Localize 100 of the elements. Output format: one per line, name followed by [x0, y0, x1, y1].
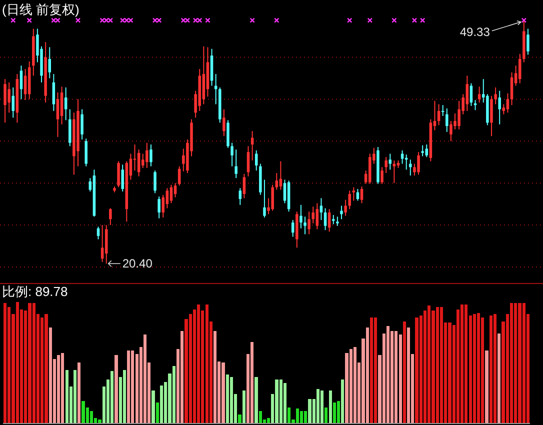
candlestick [388, 153, 392, 170]
bar [127, 350, 130, 423]
candlestick [360, 186, 364, 204]
bar [353, 346, 357, 423]
candlestick [12, 86, 15, 118]
candlestick [146, 142, 148, 168]
candlestick [234, 149, 238, 179]
candlestick [162, 194, 165, 218]
bar [226, 374, 229, 423]
bar [65, 370, 68, 423]
bar [518, 303, 522, 423]
bar [114, 355, 118, 423]
bar [283, 383, 287, 423]
bar [144, 334, 147, 423]
bar [250, 342, 254, 423]
bar [332, 402, 336, 423]
bar [398, 334, 402, 423]
candlestick [226, 120, 230, 148]
bar [460, 304, 464, 423]
candlestick [409, 159, 412, 176]
chart-title: 比例: 89.78 [2, 284, 68, 299]
bar [78, 362, 81, 423]
bar [448, 322, 452, 423]
candlestick [446, 108, 448, 132]
candlestick [316, 202, 319, 230]
bar [296, 408, 299, 423]
candlestick [458, 100, 460, 130]
candlestick [64, 86, 68, 121]
bar [238, 414, 242, 423]
bar [472, 314, 476, 423]
bar [324, 407, 328, 423]
bar [300, 410, 304, 423]
candlestick [4, 78, 6, 124]
bar [122, 370, 126, 423]
bar [131, 350, 134, 423]
bar [160, 385, 164, 423]
bar [436, 306, 439, 423]
bar [349, 349, 352, 423]
candlestick [450, 120, 452, 142]
candlestick [441, 104, 444, 116]
candlestick [166, 188, 169, 209]
bar [180, 331, 184, 423]
annotation: 20.40 [122, 256, 153, 271]
candlestick [498, 90, 501, 125]
bar [279, 379, 282, 423]
bar [4, 303, 7, 423]
candlestick [425, 144, 428, 158]
candlestick [304, 216, 306, 235]
candlestick [336, 216, 339, 226]
bar [275, 379, 278, 423]
bar [510, 303, 514, 423]
candlestick [117, 160, 120, 188]
candlestick [80, 108, 84, 140]
candlestick [466, 75, 469, 112]
candlestick [8, 82, 10, 114]
candlestick [158, 196, 160, 219]
candlestick [300, 204, 302, 229]
candlestick [24, 68, 27, 101]
bar [82, 401, 85, 423]
bar [48, 327, 52, 423]
candlestick [348, 190, 351, 210]
candlestick [312, 206, 314, 224]
bar [288, 407, 291, 423]
candlestick [417, 152, 420, 176]
candlestick [263, 179, 266, 218]
bar [61, 352, 64, 423]
bar [316, 389, 320, 423]
bar [74, 370, 77, 423]
candlestick [150, 144, 152, 167]
candlestick [254, 150, 258, 171]
bar [205, 304, 208, 423]
candlestick [308, 211, 310, 235]
bar [370, 318, 374, 423]
candlestick [20, 65, 23, 100]
candlestick [494, 86, 497, 105]
chart-title: (日线 前复权) [2, 2, 80, 17]
candlestick [174, 182, 177, 198]
annotation: 49.33 [460, 20, 522, 39]
candlestick [490, 95, 493, 137]
candlestick [48, 46, 51, 79]
bar [90, 410, 94, 423]
candlestick [84, 138, 88, 167]
bar [172, 366, 176, 423]
candlestick [154, 170, 156, 194]
bar [222, 362, 225, 423]
bar [197, 304, 200, 423]
bar [440, 306, 444, 423]
bar [337, 401, 340, 423]
bar [308, 398, 312, 423]
bar [32, 303, 36, 423]
candlestick [340, 205, 343, 220]
bar [415, 318, 418, 423]
candlestick [328, 208, 331, 232]
candlestick [242, 173, 246, 199]
candlestick [279, 160, 282, 190]
candlestick [320, 198, 323, 220]
candlestick [400, 150, 404, 164]
candlestick [344, 199, 347, 216]
candlestick [141, 153, 144, 168]
bar [464, 304, 468, 423]
